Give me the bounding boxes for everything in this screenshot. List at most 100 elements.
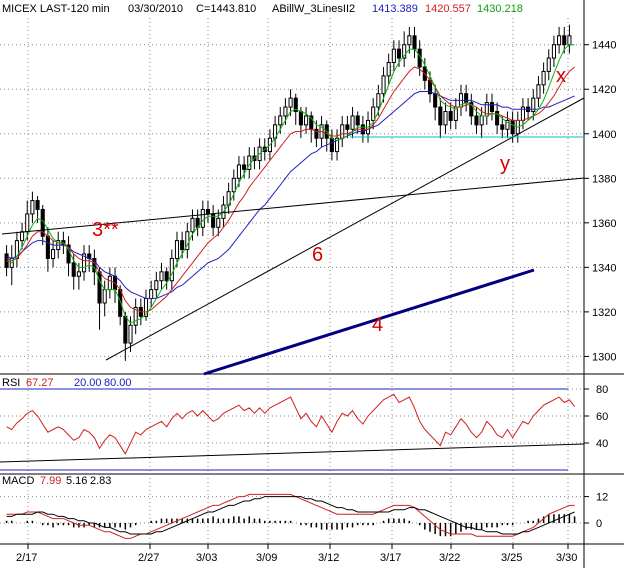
candle-up (81, 253, 87, 273)
candle-down (500, 124, 505, 130)
candle-up (128, 324, 133, 344)
annotation-4: 4 (372, 314, 383, 336)
price-tick-label: 1340 (592, 262, 616, 274)
candle-up (133, 306, 138, 326)
candle-up (30, 200, 35, 215)
rsi-tick-label: 60 (596, 411, 608, 423)
candle-up (288, 97, 293, 108)
header-date: 03/30/2010 (128, 3, 183, 15)
date-tick-label: 3/03 (196, 552, 217, 564)
candle-up (557, 35, 562, 46)
annotation-y: y (500, 153, 510, 175)
candle-down (298, 111, 303, 126)
price-tick-label: 1440 (592, 40, 616, 52)
candle-up (541, 70, 546, 86)
header-study: ABillW_3LinesII2 (272, 3, 355, 15)
candle-up (402, 44, 407, 59)
candle-down (438, 106, 443, 126)
candle-up (443, 111, 448, 126)
date-tick-label: 2/17 (16, 552, 37, 564)
date-tick-label: 3/17 (380, 552, 401, 564)
trendline-4 (203, 268, 535, 376)
candle-up (546, 57, 551, 72)
candle-down (448, 111, 453, 121)
price-tick-label: 1300 (592, 351, 616, 363)
rsi-label: RSI (2, 377, 20, 389)
header-symbol: MICEX LAST-120 min (2, 3, 110, 15)
candle-up (371, 106, 376, 121)
rsi-trendline (0, 443, 585, 463)
candle-down (433, 93, 438, 108)
rsi-value: 67.27 (26, 377, 54, 389)
macd-histogram (5, 514, 576, 537)
macd-value: 7.99 (40, 475, 61, 487)
candle-up (51, 249, 56, 259)
candle-up (531, 97, 536, 113)
candle-up (551, 44, 556, 59)
candle-up (236, 164, 241, 179)
candle-down (314, 128, 319, 139)
rsi-level-high: 80.00 (104, 377, 132, 389)
candle-up (20, 231, 25, 242)
rsi-axis: 40 60 80 (584, 384, 608, 450)
date-tick-label: 2/27 (138, 552, 159, 564)
candle-down (293, 97, 298, 113)
candle-down (396, 48, 402, 59)
candle-up (169, 257, 174, 282)
moving-average-lines (6, 44, 575, 324)
macd-line (6, 493, 575, 539)
overlay-blue-line (6, 91, 575, 299)
candle-up (567, 35, 572, 46)
candle-up (76, 271, 81, 277)
price-axis: 1300 1320 1340 1360 1380 1400 1420 1440 (584, 40, 616, 363)
candle-down (355, 115, 360, 126)
macd-tick-label: 12 (596, 492, 608, 504)
candle-up (154, 280, 159, 291)
candle-up (340, 124, 345, 139)
price-tick-label: 1400 (592, 129, 616, 141)
annotation-3: 3** (92, 219, 119, 241)
candle-up (107, 275, 112, 291)
price-tick-label: 1380 (592, 173, 616, 185)
date-tick-label: 3/09 (256, 552, 277, 564)
rsi-level-low: 20.00 (74, 377, 102, 389)
macd-tick-label: 0 (596, 518, 602, 530)
date-tick-label: 3/22 (439, 552, 460, 564)
candle-down (71, 262, 76, 277)
candle-down (123, 315, 128, 344)
macd-signal-value: 5.16 (66, 475, 87, 487)
rsi-tick-label: 40 (596, 438, 608, 450)
candle-up (381, 75, 386, 95)
candle-up (407, 35, 412, 46)
candle-up (231, 177, 236, 193)
candle-up (350, 115, 355, 130)
candle-down (35, 200, 40, 210)
annotation-x: x (556, 65, 566, 87)
macd-axis: 0 12 (584, 492, 608, 530)
date-tick-label: 3/25 (501, 552, 522, 564)
candle-up (536, 84, 541, 99)
candle-up (149, 289, 154, 300)
price-tick-label: 1320 (592, 307, 616, 319)
candle-up (391, 48, 396, 64)
date-tick-label: 3/30 (556, 552, 577, 564)
candle-down (469, 102, 474, 117)
candle-down (495, 111, 500, 126)
candle-up (102, 289, 107, 304)
candle-up (304, 115, 309, 126)
date-tick-label: 3/12 (318, 552, 339, 564)
candle-down (164, 271, 169, 282)
rsi-line (6, 393, 575, 455)
candle-up (174, 240, 180, 259)
candle-up (25, 213, 30, 233)
header-blue-value: 1413.389 (372, 3, 418, 15)
candle-down (474, 115, 479, 126)
candle-down (489, 102, 495, 113)
candle-up (335, 137, 340, 153)
candle-down (412, 35, 417, 50)
overlay-red-line (6, 66, 575, 313)
candle-down (242, 164, 247, 170)
candle-up (278, 115, 283, 126)
header-red-value: 1420.557 (425, 3, 471, 15)
